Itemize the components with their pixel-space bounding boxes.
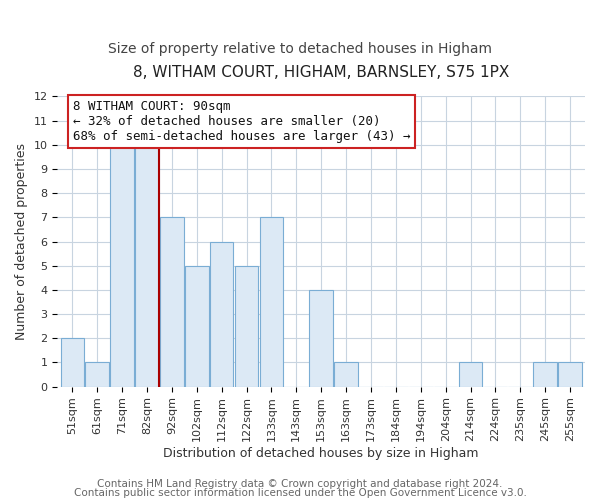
Y-axis label: Number of detached properties: Number of detached properties	[15, 143, 28, 340]
Bar	[310, 290, 333, 386]
Bar	[334, 362, 358, 386]
X-axis label: Distribution of detached houses by size in Higham: Distribution of detached houses by size …	[163, 447, 479, 460]
Text: 8 WITHAM COURT: 90sqm
← 32% of detached houses are smaller (20)
68% of semi-deta: 8 WITHAM COURT: 90sqm ← 32% of detached …	[73, 100, 410, 143]
Bar	[260, 218, 283, 386]
Bar	[85, 362, 109, 386]
Text: Size of property relative to detached houses in Higham: Size of property relative to detached ho…	[108, 42, 492, 56]
Bar	[533, 362, 557, 386]
Bar	[210, 242, 233, 386]
Bar	[558, 362, 582, 386]
Bar	[459, 362, 482, 386]
Bar	[185, 266, 209, 386]
Bar	[235, 266, 259, 386]
Bar	[160, 218, 184, 386]
Text: Contains public sector information licensed under the Open Government Licence v3: Contains public sector information licen…	[74, 488, 526, 498]
Bar	[110, 145, 134, 386]
Bar	[61, 338, 84, 386]
Text: Contains HM Land Registry data © Crown copyright and database right 2024.: Contains HM Land Registry data © Crown c…	[97, 479, 503, 489]
Bar	[135, 145, 159, 386]
Title: 8, WITHAM COURT, HIGHAM, BARNSLEY, S75 1PX: 8, WITHAM COURT, HIGHAM, BARNSLEY, S75 1…	[133, 65, 509, 80]
